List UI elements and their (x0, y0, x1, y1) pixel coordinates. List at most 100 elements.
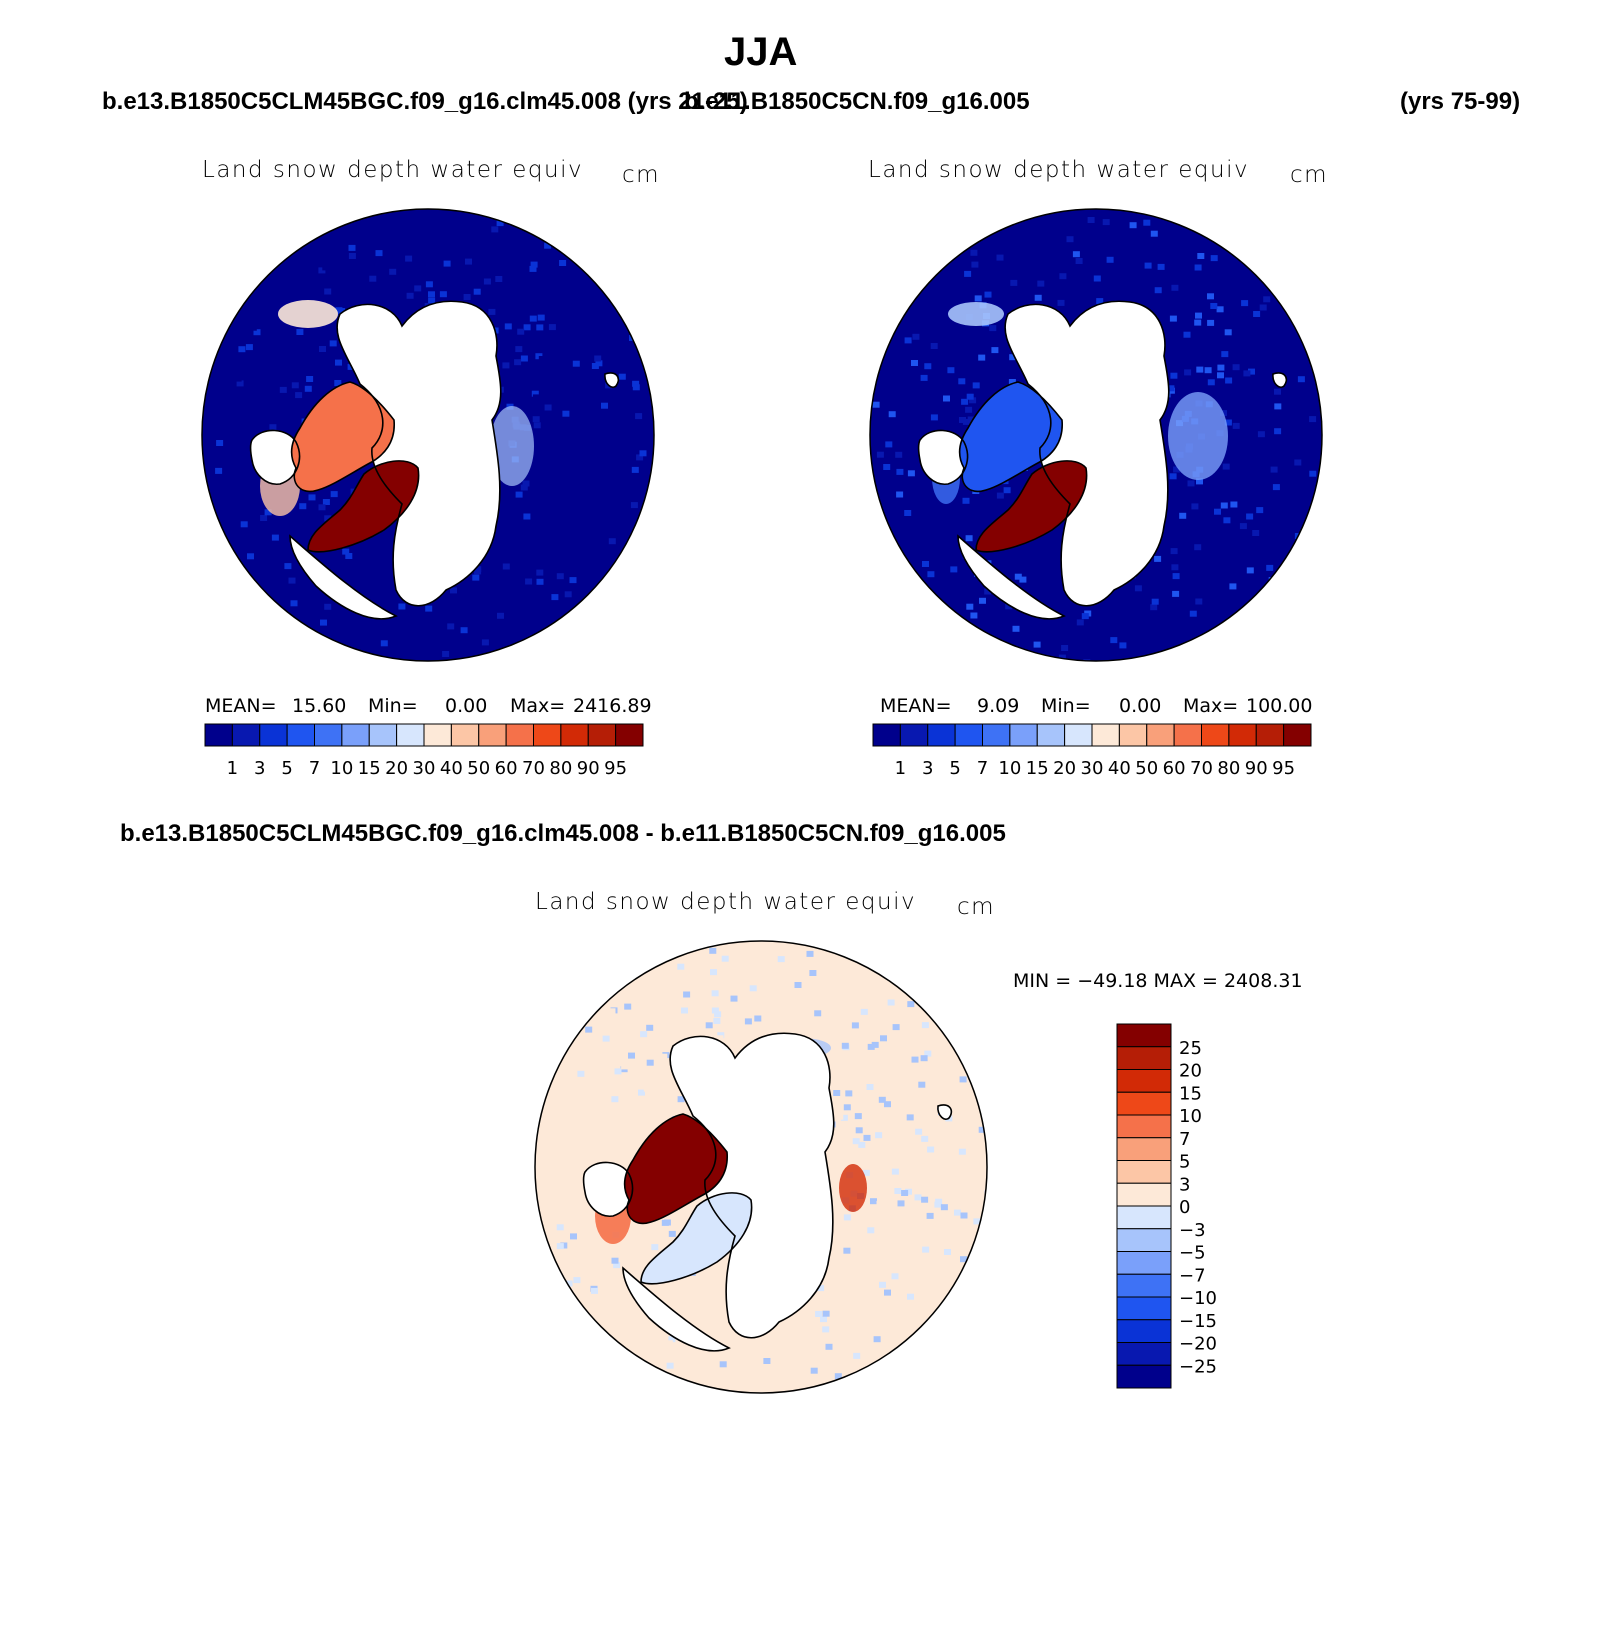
grid-cell (1171, 564, 1179, 571)
grid-cell (854, 1113, 862, 1120)
grid-cell (460, 627, 468, 634)
grid-cell (279, 386, 287, 393)
grid-cell (1143, 219, 1151, 226)
grid-cell (628, 1052, 635, 1059)
grid-cell (1072, 251, 1080, 258)
colorbar-tick-label: −25 (1179, 1356, 1217, 1377)
grid-cell (497, 612, 504, 619)
case2-label: b.e11.B1850C5CN.f09_g16.005 (684, 88, 1030, 115)
colorbar-box (615, 723, 644, 747)
atlantic-coastline (289, 534, 398, 620)
grid-cell (884, 1101, 891, 1108)
grid-cell (570, 466, 578, 473)
grid-cell (1144, 262, 1152, 269)
panel2-units: cm (1290, 162, 1329, 188)
grid-cell (818, 1290, 826, 1297)
hudson-mask (918, 430, 968, 485)
grid-cell (892, 1024, 900, 1031)
grid-cell (721, 955, 729, 962)
panel1-colorbar: 1 3 5 7 10 15 20 30 40 50 60 70 80 90 95 (204, 723, 644, 779)
grid-cell (822, 1326, 830, 1333)
grid-cell (962, 418, 970, 425)
grid-cell (491, 226, 499, 233)
grid-cell (1014, 573, 1022, 580)
grid-cell (515, 346, 523, 353)
grid-cell (711, 990, 719, 997)
panel2-max-value: 100.00 (1246, 695, 1313, 717)
grid-cell (947, 367, 955, 374)
grid-cell (234, 375, 242, 382)
grid-cell (854, 1215, 862, 1222)
colorbar-box (478, 723, 507, 747)
grid-cell (1196, 366, 1204, 373)
grid-cell (546, 401, 554, 408)
panel2-min-value: 0.00 (1119, 695, 1162, 717)
grid-cell (1034, 294, 1042, 301)
grid-cell (405, 657, 413, 661)
grid-cell (1309, 416, 1317, 423)
grid-cell (885, 441, 893, 448)
grid-cell (866, 1102, 873, 1109)
grid-cell (583, 1094, 591, 1101)
grid-cell (1087, 217, 1095, 223)
archipelago-coastline (958, 381, 1063, 493)
grid-cell (320, 619, 327, 626)
grid-cell (921, 1135, 929, 1142)
grid-cell (264, 509, 272, 516)
grid-cell (959, 1076, 967, 1083)
grid-cell (348, 244, 356, 251)
grid-cell (406, 292, 414, 299)
arctic-archipelago (624, 1114, 728, 1224)
colorbar-tick-label: 90 (1245, 758, 1268, 779)
colorbar-box (396, 723, 425, 747)
grid-cell (322, 499, 330, 505)
grid-cell (883, 464, 891, 470)
grid-cell (483, 278, 491, 285)
grid-cell (594, 355, 602, 362)
grid-cell (1214, 508, 1221, 515)
grid-cell (591, 1287, 598, 1294)
grid-cell (631, 466, 639, 473)
grid-cell (375, 250, 383, 257)
colorbar-tick-label: 10 (330, 758, 353, 779)
grid-cell (266, 543, 274, 550)
colorbar-box (314, 723, 343, 747)
grid-cell (852, 1138, 860, 1145)
grid-cell (921, 1022, 929, 1029)
grid-cell (562, 1189, 570, 1196)
grid-cell (1059, 273, 1067, 280)
grid-cell (319, 346, 326, 352)
colorbar-tick-label: −20 (1179, 1334, 1217, 1355)
colorbar-tick-label: 70 (522, 758, 545, 779)
grid-cell (318, 504, 326, 511)
colorbar-tick-label: −5 (1179, 1243, 1206, 1264)
grid-cell (904, 337, 912, 344)
grid-cell (1259, 304, 1267, 311)
grid-cell (442, 651, 450, 657)
grid-cell (618, 373, 626, 380)
grid-cell (529, 315, 537, 322)
grid-cell (294, 258, 301, 265)
grid-cell (668, 1230, 676, 1237)
grid-cell (954, 1209, 961, 1216)
grid-cell (290, 600, 298, 607)
hudson-coastline (582, 1161, 634, 1217)
grid-cell (1243, 370, 1251, 377)
colorbar-box (231, 723, 261, 747)
grid-cell (624, 1003, 632, 1010)
grid-cell (240, 521, 248, 528)
colorbar-box (204, 723, 233, 747)
grid-cell (977, 1177, 985, 1184)
grid-cell (630, 502, 638, 509)
grid-cell (929, 1268, 937, 1275)
colorbar-box (954, 723, 983, 747)
colorbar-tick-label: 3 (922, 758, 933, 779)
colorbar-tick-label: 10 (1179, 1106, 1202, 1127)
grid-cell (1066, 236, 1074, 243)
colorbar-tick-label: 70 (1190, 758, 1213, 779)
caspian-coastline (937, 1104, 953, 1121)
grid-cell (294, 369, 302, 376)
grid-cell (1150, 604, 1158, 611)
grid-cell (1189, 610, 1197, 617)
colorbar-tick-label: −15 (1179, 1311, 1217, 1332)
